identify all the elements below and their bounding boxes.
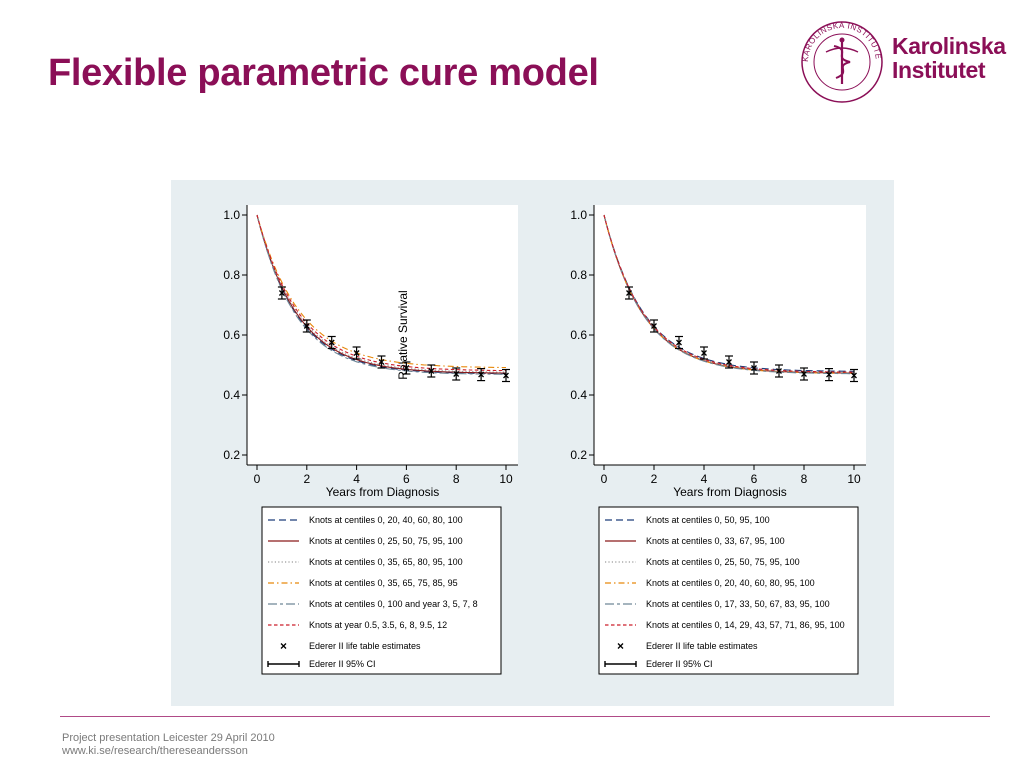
x-tick-label: 6	[403, 472, 410, 486]
life-table-point	[353, 350, 360, 356]
x-tick-label: 0	[601, 472, 608, 486]
svg-text:KAROLINSKA INSTITUTET · ANNO 1: KAROLINSKA INSTITUTET · ANNO 1810	[796, 18, 883, 62]
life-table-point	[278, 290, 285, 296]
y-axis-label: Relative Survival	[396, 290, 410, 379]
footer-divider	[60, 716, 990, 717]
x-tick-label: 10	[499, 472, 513, 486]
x-tick-label: 4	[353, 472, 360, 486]
slide-title: Flexible parametric cure model	[48, 52, 599, 94]
y-tick-label: 1.0	[223, 208, 240, 222]
life-table-point	[503, 372, 509, 379]
life-table-point	[428, 368, 435, 374]
x-tick-label: 10	[847, 472, 861, 486]
footer-url: www.ki.se/research/thereseandersson	[62, 745, 248, 757]
x-tick-label: 8	[801, 472, 808, 486]
footer: Project presentation Leicester 29 April …	[62, 732, 275, 758]
life-table-point	[626, 290, 632, 296]
life-table-point	[751, 365, 757, 371]
x-tick-label: 4	[701, 472, 708, 486]
life-table-point	[378, 359, 385, 365]
chart-2: 0.2 0.4 0.6 0.8 1.0 0 2 4 6 8 10 Years from Diagnos…	[570, 205, 866, 675]
logo-line-1: Karolinska	[892, 33, 1006, 59]
legend-label: Knots at year 0.5, 3.5, 6, 8, 9.5, 12	[309, 620, 447, 630]
life-table-point	[328, 339, 335, 346]
life-table-point	[478, 371, 485, 378]
life-table-point	[726, 359, 732, 365]
legend-label: Ederer II life table estimates	[646, 641, 758, 651]
legend-box	[598, 506, 859, 675]
legend-marker-swatch	[617, 643, 624, 649]
legend-label: Knots at centiles 0, 35, 65, 75, 85, 95	[309, 578, 458, 588]
y-tick-label: 1.0	[570, 208, 587, 222]
x-tick-label: 2	[303, 472, 310, 486]
logo-wordmark: Karolinska Institutet	[892, 34, 1012, 82]
logo-line-2: Institutet	[892, 57, 986, 83]
y-tick-label: 0.8	[570, 268, 587, 282]
y-tick-label: 0.2	[223, 448, 240, 462]
y-tick-label: 0.2	[570, 448, 587, 462]
legend-label: Ederer II 95% CI	[309, 659, 376, 669]
life-table-point	[851, 372, 857, 379]
chart-1: 0.2 0.4 0.6 0.8 1.0 0 2 4 6 8 10 Years from Diagnos…	[223, 205, 518, 675]
life-table-point	[826, 371, 832, 378]
x-tick-label: 8	[453, 472, 460, 486]
karolinska-logo: KAROLINSKA INSTITUTET · ANNO 1810 Karoli…	[793, 11, 1006, 104]
legend-label: Knots at centiles 0, 20, 40, 60, 80, 95,…	[646, 578, 815, 588]
x-tick-label: 6	[751, 472, 758, 486]
life-table-point	[651, 323, 657, 329]
y-tick-label: 0.6	[570, 328, 587, 342]
life-table-point	[403, 365, 410, 371]
life-table-point	[676, 339, 682, 346]
y-tick-label: 0.4	[223, 388, 240, 402]
footer-presentation: Project presentation Leicester 29 April …	[62, 732, 275, 744]
life-table-point	[701, 350, 707, 356]
x-axis-label: Years from Diagnosis	[326, 485, 440, 499]
x-tick-label: 2	[651, 472, 658, 486]
karolinska-seal-icon: KAROLINSKA INSTITUTET · ANNO 1810	[793, 11, 883, 103]
legend-label: Knots at centiles 0, 25, 50, 75, 95, 100	[309, 536, 463, 546]
plot-area	[594, 205, 866, 465]
survival-charts: 0.2 0.4 0.6 0.8 1.0 0 2 4 6 8 10 Years from Diagnos…	[223, 205, 866, 675]
legend-label: Knots at centiles 0, 14, 29, 43, 57, 71,…	[646, 620, 845, 630]
x-axis-label: Years from Diagnosis	[673, 485, 787, 499]
series-line	[603, 214, 854, 373]
life-table-point	[801, 371, 807, 377]
legend-box	[261, 506, 502, 675]
legend-label: Ederer II life table estimates	[309, 641, 421, 651]
legend-label: Knots at centiles 0, 100 and year 3, 5, …	[309, 599, 478, 609]
x-tick-label: 0	[254, 472, 261, 486]
seal-text: KAROLINSKA INSTITUTET · ANNO 1810	[793, 11, 883, 62]
legend: Knots at centiles 0, 50, 95, 100 Knots at…	[598, 506, 859, 675]
y-tick-label: 0.8	[223, 268, 240, 282]
legend: Knots at centiles 0, 20, 40, 60, 80, 100…	[261, 506, 502, 675]
legend-marker-swatch	[280, 643, 287, 649]
chart-panel: 0.2 0.4 0.6 0.8 1.0 0 2 4 6 8 10 Years from Diagnos…	[171, 180, 894, 706]
y-tick-label: 0.4	[570, 388, 587, 402]
life-table-point	[776, 368, 782, 374]
legend-label: Knots at centiles 0, 33, 67, 95, 100	[646, 536, 785, 546]
life-table-point	[453, 371, 460, 377]
legend-label: Knots at centiles 0, 20, 40, 60, 80, 100	[309, 515, 463, 525]
legend-label: Knots at centiles 0, 50, 95, 100	[646, 515, 770, 525]
legend-label: Ederer II 95% CI	[646, 659, 713, 669]
legend-label: Knots at centiles 0, 35, 65, 80, 95, 100	[309, 557, 463, 567]
y-tick-label: 0.6	[223, 328, 240, 342]
plot-area	[247, 205, 518, 465]
legend-label: Knots at centiles 0, 25, 50, 75, 95, 100	[646, 557, 800, 567]
life-table-point	[303, 323, 310, 329]
legend-label: Knots at centiles 0, 17, 33, 50, 67, 83,…	[646, 599, 830, 609]
